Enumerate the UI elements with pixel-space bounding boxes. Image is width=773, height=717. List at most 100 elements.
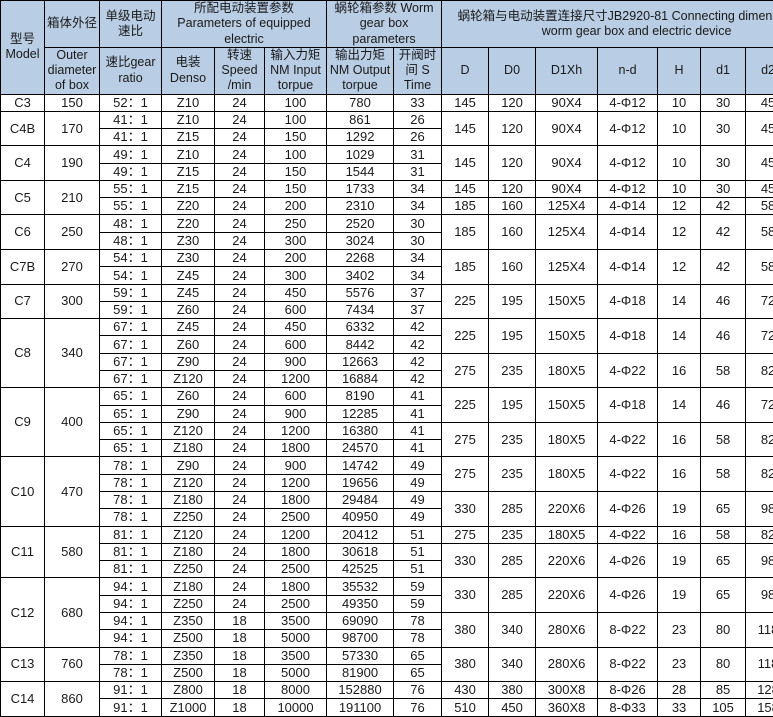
cell-speed: 24	[214, 490, 265, 510]
cell-input-torque: 250	[263, 214, 328, 233]
dim-D0: 120	[488, 93, 537, 112]
cell-outer-diameter: 190	[44, 145, 100, 181]
cell-input-torque: 100	[263, 145, 328, 164]
cell-gear-ratio: 94：1	[99, 594, 162, 613]
cell-speed: 24	[214, 93, 265, 112]
cell-input-torque: 150	[263, 179, 328, 199]
dim-D: 225	[441, 318, 490, 354]
dim-nd: 4-Φ12	[597, 179, 659, 199]
cell-output-torque: 3402	[326, 266, 395, 285]
cell-speed: 24	[214, 145, 265, 164]
cell-gear-ratio: 52：1	[99, 93, 162, 112]
dim-D: 275	[441, 421, 490, 458]
cell-outer-diameter: 270	[44, 249, 100, 285]
dim-d2: 98	[745, 577, 773, 613]
cell-denso: Z90	[161, 404, 215, 423]
cell-time: 65	[393, 663, 443, 683]
cell-model: C4B	[0, 110, 45, 147]
cell-input-torque: 5000	[263, 629, 328, 648]
cell-output-torque: 5576	[326, 283, 395, 302]
cell-time: 41	[393, 387, 443, 406]
dim-D0: 120	[488, 179, 537, 199]
cell-gear-ratio: 54：1	[99, 249, 162, 268]
cell-time: 49	[393, 473, 443, 492]
cell-input-torque: 100	[263, 110, 328, 130]
dim-D: 185	[441, 197, 490, 216]
cell-model: C12	[0, 577, 45, 648]
cell-time: 30	[393, 231, 443, 251]
cell-gear-ratio: 78：1	[99, 646, 162, 665]
cell-output-torque: 6332	[326, 318, 395, 337]
dim-D1Xh: 90X4	[535, 93, 599, 112]
cell-model: C11	[0, 525, 45, 579]
cell-denso: Z500	[161, 629, 215, 648]
header-outer-diameter-group: 箱体外径	[44, 0, 100, 48]
table-row: C11 580 81：1 Z120 24 1200 20412 51 275 235 180X5 4-…	[0, 525, 773, 579]
dim-D0: 160	[488, 249, 537, 285]
header-D1Xh: D1Xh	[535, 46, 599, 95]
cell-speed: 24	[214, 162, 265, 181]
dim-H: 23	[657, 611, 702, 648]
dim-D1Xh: 90X4	[535, 110, 599, 147]
dim-D: 145	[441, 93, 490, 112]
header-d2: d2	[745, 46, 773, 95]
table-row: 55：1Z2024200231034185160125X44-Φ14124258…	[1, 197, 773, 216]
cell-speed: 18	[214, 681, 265, 700]
cell-gear-ratio: 49：1	[99, 162, 162, 181]
cell-time: 51	[393, 560, 443, 579]
cell-denso: Z45	[161, 283, 215, 302]
dim-D0: 195	[488, 283, 537, 320]
dim-D0: 340	[488, 611, 537, 648]
cell-input-torque: 900	[263, 456, 328, 475]
cell-time: 31	[393, 145, 443, 164]
table-row: 91：1 Z1000 18 10000 191100 76 510 450 360X8 8-Φ33…	[1, 698, 773, 717]
cell-time: 59	[393, 594, 443, 613]
table-row: C14 860 91：1 Z800 18 8000 152880 76 430 380 300X8 8…	[0, 681, 773, 717]
dim-d2: 58	[745, 214, 773, 251]
dim-d1: 65	[700, 577, 747, 613]
cell-time: 76	[393, 698, 443, 717]
dim-d1: 42	[700, 249, 747, 285]
table-row: 48：1 Z30 24 300 3024 30	[1, 231, 773, 251]
cell-gear-ratio: 65：1	[99, 387, 162, 406]
table-row: 65：1 Z120 24 1200 16380 41 275 235 180X5 4-Φ22 16 5…	[1, 421, 773, 458]
cell-output-torque: 29484	[326, 490, 395, 510]
dim-D: 145	[441, 110, 490, 147]
cell-output-torque: 2268	[326, 249, 395, 268]
header-denso: 电装 Denso	[161, 46, 215, 95]
cell-denso: Z350	[161, 611, 215, 631]
dim-H: 10	[657, 110, 702, 147]
cell-input-torque: 1800	[263, 577, 328, 596]
dim-D0: 285	[488, 577, 537, 613]
cell-gear-ratio: 94：1	[99, 611, 162, 631]
dim-D0: 160	[488, 197, 537, 216]
dim-D1Xh: 150X5	[535, 318, 599, 354]
dim-H: 10	[657, 145, 702, 181]
dim-D0: 285	[488, 542, 537, 579]
dim-d2: 72	[745, 283, 773, 320]
cell-input-torque: 200	[263, 249, 328, 268]
dim-H: 14	[657, 318, 702, 354]
cell-gear-ratio: 55：1	[99, 179, 162, 199]
cell-speed: 24	[214, 560, 265, 579]
dim-D: 185	[441, 214, 490, 251]
dim-d1: 42	[700, 197, 747, 216]
cell-model: C4	[0, 145, 45, 181]
dim-D1Xh: 125X4	[535, 197, 599, 216]
cell-gear-ratio: 78：1	[99, 490, 162, 510]
dim-nd: 4-Φ26	[597, 490, 659, 527]
cell-output-torque: 49350	[326, 594, 395, 613]
cell-input-torque: 150	[263, 128, 328, 147]
cell-speed: 24	[214, 387, 265, 406]
cell-time: 49	[393, 508, 443, 527]
header-electric-group: 所配电动装置参数 Parameters of equipped electric	[160, 0, 328, 48]
cell-denso: Z15	[161, 179, 215, 199]
cell-denso: Z20	[161, 214, 215, 233]
cell-time: 42	[393, 352, 443, 372]
cell-time: 78	[393, 611, 443, 631]
cell-speed: 24	[214, 508, 265, 527]
dim-d1: 105	[700, 698, 747, 717]
dim-d2: 45	[745, 110, 773, 147]
table-row: 78：1 Z250 24 2500 40950 49	[1, 508, 773, 527]
table-row: 59：1 Z60 24 600 7434 37	[1, 300, 773, 320]
